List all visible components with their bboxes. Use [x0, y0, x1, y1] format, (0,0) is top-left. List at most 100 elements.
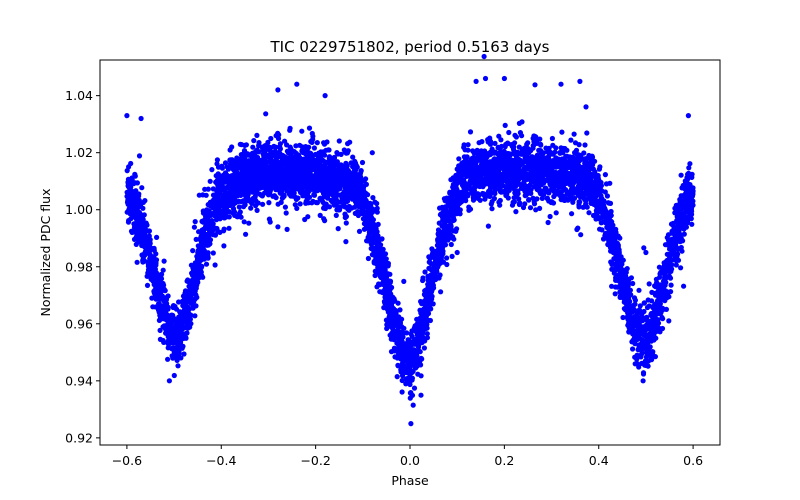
data-point	[309, 180, 315, 186]
data-point	[294, 205, 300, 211]
data-point	[519, 119, 525, 125]
data-point	[326, 158, 332, 165]
data-point	[588, 200, 594, 206]
data-point	[513, 209, 519, 215]
data-point	[620, 314, 626, 321]
data-point	[334, 199, 340, 205]
data-point	[450, 214, 456, 220]
data-point	[282, 138, 288, 144]
data-point	[196, 259, 202, 265]
data-point	[462, 197, 468, 203]
data-point	[219, 192, 225, 198]
data-point	[481, 53, 487, 60]
data-point	[287, 144, 293, 150]
data-point	[311, 145, 317, 151]
data-point	[537, 205, 543, 211]
data-point	[609, 266, 615, 272]
data-point	[460, 161, 466, 167]
data-point	[519, 133, 525, 139]
data-point	[420, 277, 426, 284]
data-point	[182, 290, 188, 296]
data-point	[229, 144, 235, 150]
data-point	[212, 262, 218, 268]
data-point	[242, 142, 248, 148]
data-point	[160, 324, 166, 330]
data-point	[464, 190, 470, 196]
data-point	[650, 336, 656, 342]
data-point	[188, 300, 194, 306]
data-point	[451, 186, 457, 192]
data-point	[689, 221, 695, 227]
data-point	[586, 210, 592, 216]
data-point	[418, 392, 424, 398]
data-point	[280, 152, 286, 159]
data-point	[583, 104, 589, 110]
data-point	[571, 131, 577, 137]
data-point	[221, 226, 227, 232]
data-point	[597, 185, 603, 191]
data-point	[541, 180, 547, 186]
data-point	[317, 196, 323, 202]
data-point	[467, 129, 474, 135]
data-point	[374, 200, 380, 207]
data-point	[320, 199, 326, 205]
data-point	[153, 284, 159, 290]
data-point	[358, 168, 364, 174]
data-point	[361, 226, 367, 232]
data-point	[687, 161, 693, 167]
data-point	[130, 214, 136, 220]
data-point	[602, 231, 609, 237]
data-point	[654, 322, 660, 328]
data-point	[657, 274, 663, 280]
data-point	[262, 190, 268, 196]
data-point	[292, 194, 299, 200]
data-point	[227, 157, 233, 163]
data-point	[283, 210, 289, 216]
data-point	[425, 296, 431, 302]
data-point	[343, 220, 349, 226]
data-point	[607, 180, 613, 186]
data-point	[469, 191, 475, 197]
data-point	[359, 159, 366, 166]
data-point	[424, 331, 430, 337]
data-point	[640, 370, 647, 376]
data-point	[297, 201, 303, 207]
data-point	[626, 329, 632, 335]
data-point	[517, 181, 523, 187]
data-point	[668, 282, 674, 288]
data-point	[609, 283, 615, 289]
data-point	[645, 358, 651, 364]
data-point	[485, 193, 491, 199]
data-point	[637, 303, 643, 309]
data-point	[381, 298, 387, 305]
data-point	[222, 160, 229, 166]
data-point	[278, 199, 284, 205]
data-point	[497, 197, 503, 204]
data-point	[136, 153, 143, 159]
data-point	[221, 206, 227, 213]
data-point	[667, 275, 674, 281]
data-point	[190, 264, 196, 270]
data-point	[575, 192, 582, 198]
data-point	[284, 226, 290, 232]
data-point	[214, 157, 220, 163]
data-point	[203, 261, 210, 267]
data-point	[570, 174, 576, 180]
data-point	[525, 140, 531, 146]
data-point	[652, 304, 658, 311]
data-point	[397, 307, 403, 313]
data-point	[213, 217, 220, 223]
data-point	[545, 219, 551, 226]
data-point	[547, 213, 553, 220]
data-point	[193, 236, 199, 242]
data-point	[241, 219, 247, 225]
data-point	[639, 360, 645, 366]
data-point	[530, 195, 536, 201]
data-point	[215, 228, 221, 234]
data-point	[171, 345, 177, 351]
data-point	[273, 144, 279, 150]
data-point	[282, 204, 288, 210]
data-point	[306, 194, 313, 200]
data-point	[585, 195, 592, 201]
